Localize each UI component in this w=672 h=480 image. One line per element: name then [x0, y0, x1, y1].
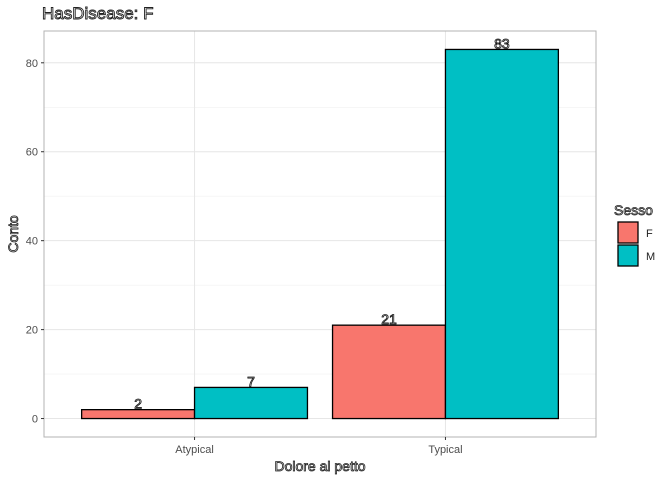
legend-label: M	[646, 251, 655, 263]
data-labels: 2 7 21 83	[134, 35, 511, 412]
y-tick-label: 20	[26, 325, 38, 337]
y-axis-title: Conto	[5, 215, 21, 253]
x-axis-ticks: Atypical Typical	[175, 437, 463, 456]
legend-title: Sesso	[614, 202, 653, 218]
x-axis-title: Dolore al petto	[274, 458, 365, 474]
bar	[193, 386, 309, 420]
legend-key	[617, 221, 639, 244]
legend-label: F	[646, 228, 653, 240]
data-label: 7	[247, 373, 255, 389]
y-tick-label: 0	[32, 414, 38, 426]
bar	[331, 324, 447, 420]
data-label: 83	[494, 35, 510, 51]
x-tick-label: Typical	[428, 444, 462, 456]
plot-panel-border	[43, 30, 597, 438]
legend: Sesso FM	[614, 202, 655, 267]
x-tick-label: Atypical	[175, 444, 214, 456]
chart-title: HasDisease: F	[42, 4, 153, 23]
y-tick-label: 80	[26, 58, 38, 70]
y-tick-label: 60	[26, 147, 38, 159]
data-label: 2	[134, 396, 142, 412]
bars	[80, 48, 560, 420]
y-tick-label: 40	[26, 236, 38, 248]
data-label: 21	[381, 311, 397, 327]
bar	[444, 48, 560, 420]
legend-key	[617, 244, 639, 267]
y-axis-ticks: 0 20 40 60 80	[26, 58, 44, 426]
